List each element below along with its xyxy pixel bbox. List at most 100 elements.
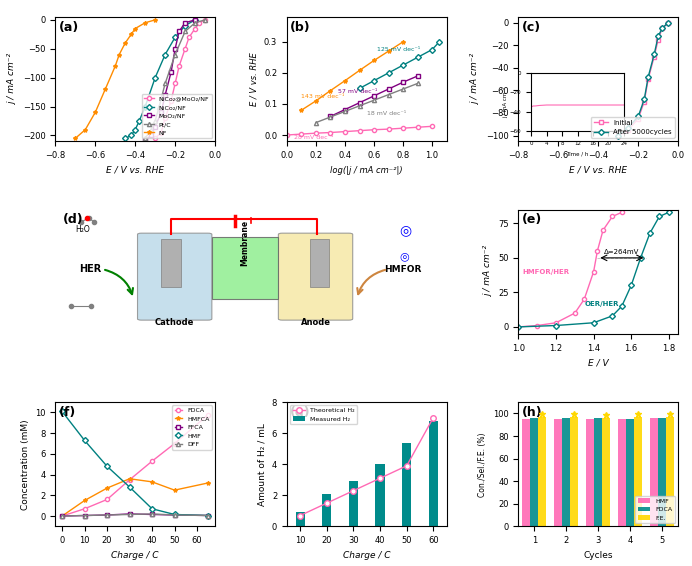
HMFOR/HER (593, 247, 601, 254)
Y-axis label: j / mA cm⁻²: j / mA cm⁻² (8, 54, 17, 105)
NiCo₂@MoO₂/NF (175, 63, 183, 70)
NF (101, 86, 109, 93)
Initial (640, 98, 648, 105)
OER/HER (664, 209, 673, 216)
Text: HMFOR: HMFOR (384, 265, 421, 274)
Text: (f): (f) (59, 406, 76, 419)
Y-axis label: Con./Sel./F.E. (%): Con./Sel./F.E. (%) (478, 432, 487, 496)
Pt/C (327, 114, 335, 121)
NiCo₂/NF (181, 22, 190, 29)
Text: 28 mV dec⁻¹: 28 mV dec⁻¹ (294, 135, 334, 140)
MoO₂/NF (191, 16, 199, 23)
Line: MoO₂/NF: MoO₂/NF (143, 18, 197, 142)
HMF (103, 463, 111, 470)
Line: FFCA: FFCA (60, 512, 210, 518)
NiCo₂@MoO₂/NF (181, 45, 190, 52)
Bar (586, 419, 594, 526)
FDCA (58, 513, 66, 520)
NF (298, 107, 306, 114)
FFCA (148, 511, 156, 518)
Text: (g): (g) (290, 406, 311, 419)
After 5000cycles (634, 113, 642, 120)
NF (71, 135, 80, 142)
NiCo₂@MoO₂/NF (356, 127, 364, 134)
Bar (428, 421, 438, 526)
DFF (58, 513, 66, 520)
NiCo₂@MoO₂/NF (151, 135, 159, 142)
OER/HER (627, 282, 635, 289)
Theoretical H₂ (349, 487, 358, 494)
MoO₂/NF (399, 79, 407, 85)
Initial (614, 132, 622, 139)
After 5000cycles (644, 74, 653, 80)
Line: HMFCA: HMFCA (60, 477, 210, 518)
Y-axis label: E / V vs. RHE: E / V vs. RHE (249, 52, 258, 106)
HMF (204, 512, 212, 519)
FFCA (58, 513, 66, 520)
Initial (624, 127, 632, 134)
Pt/C (370, 97, 378, 104)
OER/HER (637, 255, 645, 261)
NiCo₂@MoO₂/NF (201, 16, 209, 23)
HMFOR/HER (599, 227, 607, 234)
After 5000cycles (654, 33, 662, 40)
Line: Pt/C: Pt/C (143, 18, 207, 140)
HMFCA (170, 487, 179, 494)
NF (121, 40, 129, 46)
Line: Theoretical H₂: Theoretical H₂ (298, 415, 436, 518)
HMFOR/HER (608, 213, 617, 220)
Pt/C (341, 108, 349, 115)
NiCo₂@MoO₂/NF (195, 19, 203, 26)
FFCA (204, 512, 212, 519)
NiCo₂/NF (370, 78, 378, 84)
NiCo₂/NF (356, 85, 364, 92)
X-axis label: E / V: E / V (588, 358, 609, 367)
HMF (148, 505, 156, 512)
Theoretical H₂ (403, 462, 411, 469)
Text: ◎: ◎ (400, 224, 412, 237)
Initial (650, 53, 658, 60)
Bar (602, 418, 610, 526)
Y-axis label: Amount of H₂ / mL: Amount of H₂ / mL (257, 423, 266, 505)
Text: ◎: ◎ (400, 251, 410, 261)
Legend: FDCA, HMFCA, FFCA, HMF, DFF: FDCA, HMFCA, FFCA, HMF, DFF (172, 405, 212, 449)
Initial (664, 19, 673, 26)
FDCA (80, 505, 89, 512)
Initial (644, 76, 653, 83)
Text: (a): (a) (59, 21, 79, 34)
Text: Cathode: Cathode (155, 318, 194, 327)
Line: Pt/C: Pt/C (314, 82, 419, 125)
Text: HMFOR/HER: HMFOR/HER (522, 269, 570, 276)
NF (312, 97, 320, 104)
NiCo₂/NF (384, 70, 392, 76)
MoO₂/NF (147, 132, 155, 139)
After 5000cycles (658, 25, 666, 32)
FDCA (170, 440, 179, 447)
MoO₂/NF (161, 92, 170, 98)
Text: (h): (h) (522, 406, 543, 419)
Line: NiCo₂@MoO₂/NF: NiCo₂@MoO₂/NF (153, 18, 207, 140)
Y-axis label: Concentration (mM): Concentration (mM) (21, 419, 30, 509)
X-axis label: log(|j / mA cm⁻²|): log(|j / mA cm⁻²|) (331, 165, 403, 174)
NF (356, 67, 364, 74)
NiCo₂/NF (121, 135, 129, 142)
Legend: NiCo₂@MoO₂/NF, NiCo₂/NF, MoO₂/NF, Pt/C, NF: NiCo₂@MoO₂/NF, NiCo₂/NF, MoO₂/NF, Pt/C, … (142, 94, 212, 138)
NiCo₂@MoO₂/NF (185, 34, 193, 41)
NiCo₂@MoO₂/NF (298, 131, 306, 138)
NF (131, 25, 139, 32)
After 5000cycles (650, 51, 658, 58)
Line: NiCo₂/NF: NiCo₂/NF (123, 18, 197, 140)
NF (327, 87, 335, 94)
Bar (522, 419, 531, 526)
MoO₂/NF (181, 19, 190, 26)
FFCA (170, 512, 179, 518)
Line: DFF: DFF (60, 512, 210, 518)
X-axis label: Cycles: Cycles (583, 551, 613, 560)
NF (127, 31, 136, 38)
NiCo₂/NF (171, 34, 179, 41)
Y-axis label: j / mA cm⁻²: j / mA cm⁻² (484, 246, 493, 297)
NiCo₂@MoO₂/NF (312, 130, 320, 136)
DFF (125, 511, 134, 518)
NiCo₂@MoO₂/NF (428, 123, 436, 130)
After 5000cycles (624, 125, 632, 131)
